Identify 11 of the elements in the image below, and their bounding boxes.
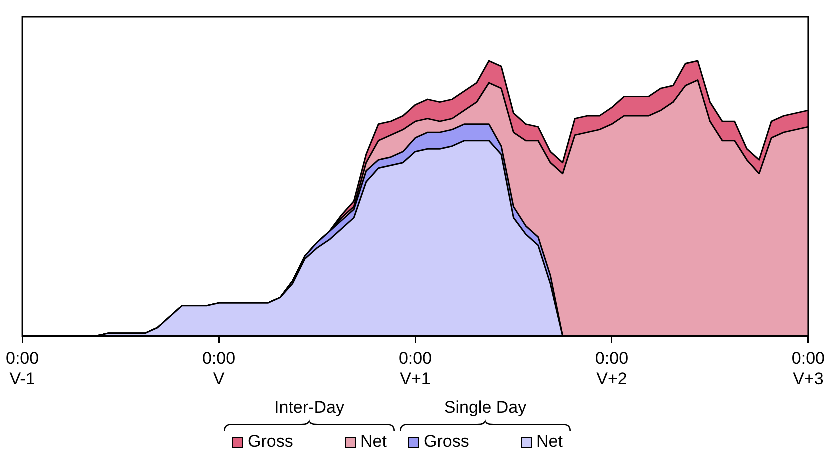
x-tick-label: 0:00 V+2 [595, 349, 629, 388]
x-tick-label: 0:00 V+3 [792, 349, 826, 388]
legend-label: Net [536, 432, 563, 452]
legend-label: Gross [424, 432, 470, 452]
x-tick-label: 0:00 V+1 [398, 349, 432, 388]
x-tick-label: 0:00 V [202, 349, 236, 388]
legend-label: Net [360, 432, 387, 452]
x-tick-label: 0:00 V-1 [6, 349, 40, 388]
text: Single Day [443, 398, 528, 418]
legend-label: Gross [248, 432, 294, 452]
text: Inter-Day [274, 398, 346, 418]
